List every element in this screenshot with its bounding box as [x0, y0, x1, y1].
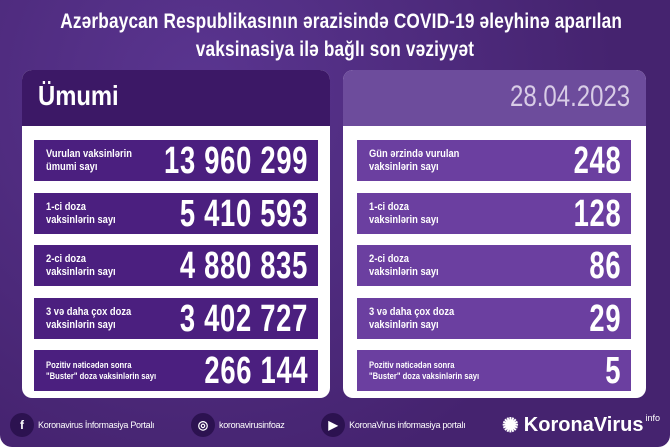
stat-value: 86 [589, 244, 621, 287]
stat-value: 13 960 299 [163, 139, 308, 182]
total-header-label: Ümumi [38, 80, 119, 111]
left-stat-row: 1-ci doza vaksinlərin sayı 5 410 593 [34, 193, 318, 234]
facebook-label: Koronavirus İnformasiya Portalı [38, 420, 155, 430]
stat-label: 2-ci doza vaksinlərin sayı [369, 253, 439, 279]
date-label: 28.04.2023 [509, 80, 630, 113]
stat-label-line-1: Pozitiv nəticədən sonra [369, 359, 455, 370]
youtube-icon: ▶ [321, 413, 346, 437]
stat-label-line-2: vaksinlərin sayı [46, 213, 116, 226]
facebook-icon: f [10, 413, 34, 437]
right-stat-row: 1-ci doza vaksinlərin sayı 128 [357, 193, 631, 234]
left-stat-row: Pozitiv nəticədən sonra "Buster" doza vak… [34, 350, 318, 391]
right-stat-row: 3 və daha çox doza vaksinlərin sayı 29 [357, 298, 631, 339]
stat-value: 3 402 727 [179, 297, 308, 340]
footer: f Koronavirus İnformasiya Portalı ◎ korona… [10, 410, 660, 440]
total-header: Ümumi [22, 70, 330, 126]
stat-label-line-2: vaksinlərin sayı [46, 318, 116, 331]
left-stat-row: 3 və daha çox doza vaksinlərin sayı 3 402 … [34, 298, 318, 339]
stat-label-line-2: vaksinlərin sayı [369, 318, 439, 331]
instagram-icon: ◎ [191, 413, 215, 437]
title-line-2: vaksinasiya ilə bağlı son vəziyyət [195, 38, 475, 61]
stat-value: 4 880 835 [179, 244, 308, 287]
stat-label-line-2: vaksinlərin sayı [369, 213, 439, 226]
stat-label-line-1: Gün ərzində vurulan [369, 147, 460, 160]
stat-value: 5 [605, 349, 621, 392]
stat-label-line-1: 3 və daha çox doza [369, 305, 455, 318]
stat-label: 1-ci doza vaksinlərin sayı [369, 201, 439, 227]
stat-value: 248 [573, 139, 621, 182]
stat-label-line-1: 1-ci doza [369, 200, 410, 213]
stat-value: 5 410 593 [179, 192, 308, 235]
youtube-link[interactable]: ▶ KoronaVirus informasiya portalı [321, 413, 466, 437]
facebook-link[interactable]: f Koronavirus İnformasiya Portalı [10, 413, 155, 437]
stat-label-line-1: 3 və daha çox doza [46, 305, 132, 318]
stat-label: 2-ci doza vaksinlərin sayı [46, 253, 116, 279]
daily-panel: 28.04.2023 Gün ərzində vurulan vaksinləri… [343, 70, 646, 398]
right-stat-row: Gün ərzində vurulan vaksinlərin sayı 248 [357, 140, 631, 181]
title-line-1: Azərbaycan Respublikasının ərazisində CO… [60, 10, 623, 33]
stat-label-line-1: Vurulan vaksinlərin [46, 147, 132, 160]
stat-label-line-1: Pozitiv nəticədən sonra [46, 359, 132, 370]
stat-value: 266 144 [204, 349, 308, 392]
virus-logo-icon: ✺ [502, 414, 519, 437]
logo-text: KoronaVirus [523, 413, 644, 436]
stat-label-line-2: vaksinlərin sayı [369, 160, 439, 173]
stat-label: Pozitiv nəticədən sonra "Buster" doza vak… [369, 360, 479, 382]
stat-label-line-1: 1-ci doza [46, 200, 87, 213]
daily-header: 28.04.2023 [343, 70, 646, 126]
stat-label: Vurulan vaksinlərin ümumi sayı [46, 148, 132, 174]
stat-label-line-2: "Buster" doza vaksinlərin sayı [369, 370, 480, 381]
stat-label-line-2: "Buster" doza vaksinlərin sayı [46, 370, 157, 381]
left-stat-row: Vurulan vaksinlərin ümumi sayı 13 960 299 [34, 140, 318, 181]
right-stat-row: Pozitiv nəticədən sonra "Buster" doza vak… [357, 350, 631, 391]
stat-label-line-1: 2-ci doza [46, 252, 87, 265]
koronavirus-logo: ✺ KoronaVirus info [502, 413, 660, 438]
instagram-label: koronavirusinfoaz [219, 420, 285, 430]
stat-label: Pozitiv nəticədən sonra "Buster" doza vak… [46, 360, 156, 382]
youtube-label: KoronaVirus informasiya portalı [349, 420, 466, 430]
left-stat-row: 2-ci doza vaksinlərin sayı 4 880 835 [34, 245, 318, 286]
stat-label-line-2: vaksinlərin sayı [46, 265, 116, 278]
stat-label: 3 və daha çox doza vaksinlərin sayı [46, 306, 131, 332]
stat-value: 128 [573, 192, 621, 235]
stat-label-line-2: ümumi sayı [46, 160, 98, 173]
instagram-link[interactable]: ◎ koronavirusinfoaz [191, 413, 285, 437]
stat-label-line-2: vaksinlərin sayı [369, 265, 439, 278]
total-panel: Ümumi Vurulan vaksinlərin ümumi sayı 13 96… [22, 70, 330, 398]
stat-label-line-1: 2-ci doza [369, 252, 410, 265]
right-stat-row: 2-ci doza vaksinlərin sayı 86 [357, 245, 631, 286]
stat-value: 29 [589, 297, 621, 340]
logo-sup: info [645, 412, 660, 423]
stat-label: 1-ci doza vaksinlərin sayı [46, 201, 116, 227]
stat-label: 3 və daha çox doza vaksinlərin sayı [369, 306, 454, 332]
stat-label: Gün ərzində vurulan vaksinlərin sayı [369, 148, 459, 174]
